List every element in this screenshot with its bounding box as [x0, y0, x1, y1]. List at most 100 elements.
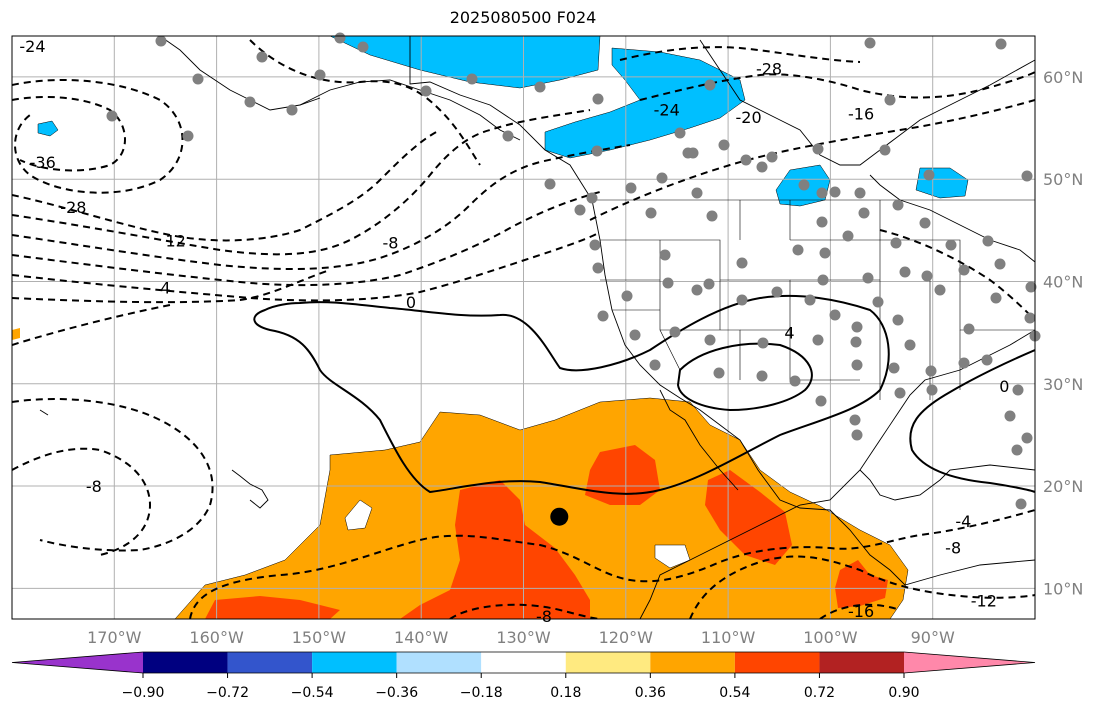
station-dot [926, 384, 938, 396]
lon-tick-label: 110°W [701, 628, 756, 647]
station-dot [286, 104, 298, 116]
station-dot [244, 96, 256, 108]
station-dot [817, 274, 829, 286]
colorbar-tick-label: −0.72 [206, 685, 249, 701]
contour-label: -8 [383, 234, 399, 253]
station-dot [1021, 432, 1033, 444]
station-dot [994, 258, 1006, 270]
station-dot [899, 266, 911, 278]
station-dot [925, 365, 937, 377]
lat-tick-label: 60°N [1043, 68, 1083, 87]
station-dot [829, 309, 841, 321]
station-dot [574, 204, 586, 216]
station-dot [921, 270, 933, 282]
station-dot [789, 375, 801, 387]
station-dot [592, 262, 604, 274]
station-dot [629, 329, 641, 341]
station-dot [1004, 410, 1016, 422]
station-dot [816, 187, 828, 199]
station-dot [766, 151, 778, 163]
map-title: 2025080500 F024 [449, 8, 597, 27]
colorbar-extend-low-fill [12, 652, 143, 673]
contour-label: -24 [19, 37, 45, 56]
station-dot [662, 277, 674, 289]
station-dot [829, 186, 841, 198]
contour-label: -16 [848, 602, 874, 621]
station-dot [816, 216, 828, 228]
station-dot [851, 429, 863, 441]
station-dot [704, 79, 716, 91]
colorbar-segment [650, 652, 735, 673]
colorbar-extend-high [904, 652, 1035, 673]
station-dot [894, 387, 906, 399]
contour-label: -8 [945, 538, 961, 557]
station-dot [982, 235, 994, 247]
station-dot [703, 278, 715, 290]
colorbar-segment [312, 652, 397, 673]
station-dot [645, 207, 657, 219]
lat-tick-label: 50°N [1043, 170, 1083, 189]
station-dot [842, 230, 854, 242]
lon-tick-label: 170°W [87, 628, 142, 647]
lat-tick-label: 10°N [1043, 579, 1083, 598]
positive-anomaly-shading [12, 328, 909, 619]
station-dot [990, 292, 1002, 304]
station-dot [625, 182, 637, 194]
station-dot [718, 139, 730, 151]
station-dot [858, 207, 870, 219]
station-dot [804, 294, 816, 306]
colorbar-segment [481, 652, 566, 673]
colorbar-tick-labels: −0.90 −0.72 −0.54 −0.36 −0.18 0.18 0.36 0.54 0.7… [122, 673, 920, 701]
station-dot [963, 323, 975, 335]
station-dot [466, 73, 478, 85]
station-dot [812, 143, 824, 155]
colorbar-segment [819, 652, 904, 673]
station-dot [854, 187, 866, 199]
station-dot [890, 237, 902, 249]
station-dot [981, 354, 993, 366]
lat-tick-label: 20°N [1043, 477, 1083, 496]
station-dot [1012, 384, 1024, 396]
station-dot [862, 272, 874, 284]
contour-label: 0 [999, 377, 1009, 396]
station-dot [314, 69, 326, 81]
station-dot [502, 130, 514, 142]
station-dot [923, 169, 935, 181]
lon-tick-label: 90°W [911, 628, 955, 647]
contour-label: -8 [86, 477, 102, 496]
station-dot [892, 199, 904, 211]
colorbar [11, 651, 1036, 674]
lon-tick-label: 160°W [189, 628, 244, 647]
contour-label: 12 [166, 232, 186, 251]
station-dot [850, 336, 862, 348]
latitude-tick-labels: 60°N 50°N 40°N 30°N 20°N 10°N [1043, 68, 1083, 598]
station-dot [621, 290, 633, 302]
contour-label: -4 [955, 512, 971, 531]
station-dot [740, 154, 752, 166]
station-dot [736, 294, 748, 306]
coastlines [39, 36, 1035, 619]
colorbar-segment [396, 652, 482, 673]
station-dot [879, 144, 891, 156]
station-dot [849, 414, 861, 426]
station-dot [995, 38, 1007, 50]
station-dot [812, 334, 824, 346]
station-dot [106, 110, 118, 122]
station-dot [691, 284, 703, 296]
station-dot [771, 286, 783, 298]
colorbar-tick-label: −0.54 [291, 685, 334, 701]
station-dot [851, 321, 863, 333]
contour-label: -28 [756, 60, 782, 79]
colorbar-tick-label: 0.18 [550, 685, 581, 701]
contour-label: -20 [735, 108, 761, 127]
station-dot [884, 94, 896, 106]
station-dot [656, 172, 668, 184]
lat-tick-label: 30°N [1043, 375, 1083, 394]
map-gridlines [12, 36, 1035, 619]
station-dot [544, 178, 556, 190]
colorbar-tick-label: −0.18 [460, 685, 503, 701]
station-dot [815, 395, 827, 407]
station-dot [1011, 444, 1023, 456]
lon-tick-label: 150°W [292, 628, 347, 647]
contour-label: -28 [60, 198, 86, 217]
